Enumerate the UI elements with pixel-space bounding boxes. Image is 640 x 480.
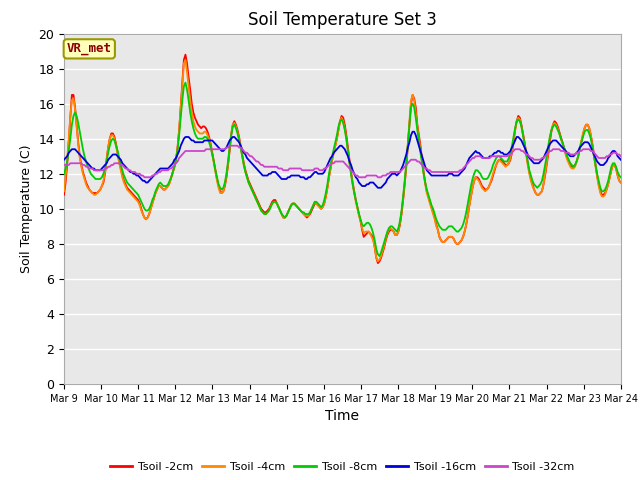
Line: Tsoil -2cm: Tsoil -2cm — [64, 55, 621, 263]
Tsoil -16cm — [139, 178, 147, 184]
Tsoil -32cm — [139, 173, 147, 179]
Tsoil -16cm — [131, 171, 139, 177]
Tsoil -32cm — [617, 154, 625, 159]
Tsoil -8cm — [236, 138, 243, 144]
Tsoil -32cm — [237, 144, 244, 150]
Tsoil -16cm — [60, 157, 68, 163]
Tsoil -16cm — [617, 157, 625, 163]
Tsoil -32cm — [60, 162, 68, 168]
Tsoil -16cm — [374, 185, 381, 191]
Tsoil -8cm — [577, 139, 585, 145]
Tsoil -16cm — [409, 129, 417, 134]
Tsoil -32cm — [131, 169, 139, 175]
Tsoil -32cm — [141, 174, 148, 180]
Tsoil -2cm — [236, 134, 243, 140]
Tsoil -4cm — [131, 195, 139, 201]
Tsoil -8cm — [376, 253, 383, 259]
Tsoil -2cm — [617, 180, 625, 185]
Tsoil -32cm — [223, 144, 230, 150]
Tsoil -4cm — [223, 173, 230, 179]
Y-axis label: Soil Temperature (C): Soil Temperature (C) — [20, 144, 33, 273]
Tsoil -8cm — [223, 171, 230, 177]
Tsoil -4cm — [604, 181, 612, 187]
Legend: Tsoil -2cm, Tsoil -4cm, Tsoil -8cm, Tsoil -16cm, Tsoil -32cm: Tsoil -2cm, Tsoil -4cm, Tsoil -8cm, Tsoi… — [106, 457, 579, 477]
Tsoil -2cm — [374, 260, 381, 266]
Line: Tsoil -16cm: Tsoil -16cm — [64, 132, 621, 188]
Tsoil -2cm — [131, 193, 139, 199]
Tsoil -2cm — [223, 174, 230, 180]
Line: Tsoil -4cm: Tsoil -4cm — [64, 60, 621, 261]
Tsoil -16cm — [221, 146, 228, 152]
Tsoil -4cm — [139, 211, 147, 217]
Tsoil -2cm — [604, 181, 612, 187]
Tsoil -8cm — [131, 188, 139, 194]
Tsoil -2cm — [182, 52, 189, 58]
Tsoil -8cm — [604, 178, 612, 184]
X-axis label: Time: Time — [325, 409, 360, 423]
Tsoil -4cm — [577, 138, 585, 144]
Tsoil -16cm — [604, 155, 612, 161]
Tsoil -16cm — [234, 138, 241, 144]
Tsoil -2cm — [60, 192, 68, 198]
Tsoil -32cm — [604, 154, 612, 159]
Tsoil -4cm — [60, 188, 68, 194]
Tsoil -4cm — [374, 258, 381, 264]
Tsoil -16cm — [577, 143, 585, 149]
Tsoil -4cm — [182, 57, 189, 63]
Tsoil -8cm — [60, 171, 68, 177]
Tsoil -4cm — [617, 180, 625, 185]
Tsoil -2cm — [139, 211, 147, 217]
Tsoil -8cm — [617, 174, 625, 180]
Line: Tsoil -8cm: Tsoil -8cm — [64, 83, 621, 256]
Tsoil -2cm — [577, 139, 585, 145]
Line: Tsoil -32cm: Tsoil -32cm — [64, 146, 621, 177]
Tsoil -32cm — [577, 148, 585, 154]
Tsoil -8cm — [139, 203, 147, 208]
Tsoil -32cm — [226, 143, 234, 149]
Tsoil -8cm — [182, 80, 189, 85]
Text: VR_met: VR_met — [67, 42, 112, 55]
Tsoil -4cm — [236, 136, 243, 142]
Title: Soil Temperature Set 3: Soil Temperature Set 3 — [248, 11, 437, 29]
